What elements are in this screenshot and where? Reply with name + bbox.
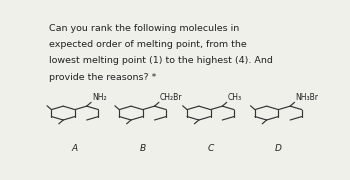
Text: CH₃: CH₃ bbox=[228, 93, 241, 102]
Text: CH₂Br: CH₂Br bbox=[160, 93, 182, 102]
Text: Can you rank the following molecules in: Can you rank the following molecules in bbox=[49, 24, 239, 33]
Text: D: D bbox=[275, 144, 282, 153]
Text: NH₃Br: NH₃Br bbox=[295, 93, 318, 102]
Text: C: C bbox=[208, 144, 214, 153]
Text: lowest melting point (1) to the highest (4). And: lowest melting point (1) to the highest … bbox=[49, 56, 273, 65]
Text: provide the reasons? *: provide the reasons? * bbox=[49, 73, 156, 82]
Text: A: A bbox=[72, 144, 78, 153]
Text: NH₂: NH₂ bbox=[92, 93, 106, 102]
Text: expected order of melting point, from the: expected order of melting point, from th… bbox=[49, 40, 247, 49]
Text: B: B bbox=[140, 144, 146, 153]
